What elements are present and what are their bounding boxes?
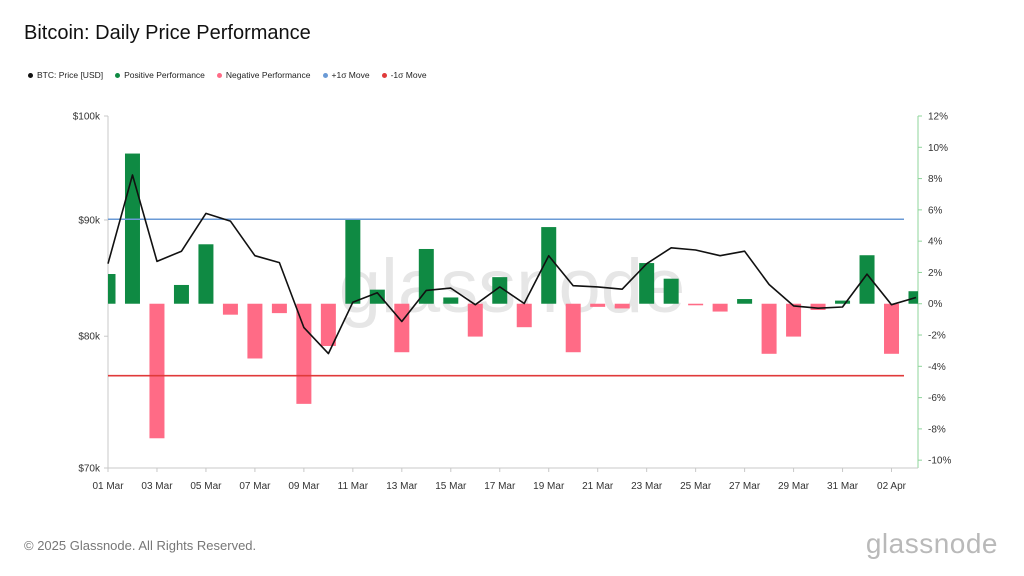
negative-performance-bar	[688, 303, 704, 306]
negative-performance-bar	[222, 303, 238, 315]
perf-tick-label: 10%	[928, 143, 948, 154]
negative-performance-bar	[761, 303, 777, 354]
btc-price-line	[107, 174, 917, 355]
perf-tick-label: 4%	[928, 237, 943, 248]
positive-performance-bar	[345, 219, 361, 304]
positive-performance-bar	[859, 255, 875, 304]
negative-performance-bar	[394, 303, 410, 353]
perf-tick-label: 6%	[928, 205, 943, 216]
positive-performance-bar	[492, 277, 508, 304]
negative-performance-bar	[590, 303, 606, 307]
positive-performance-bar	[418, 248, 434, 304]
positive-performance-bar	[663, 278, 679, 304]
negative-performance-bar	[149, 303, 165, 439]
negative-performance-bar	[467, 303, 483, 337]
legend-label-minus-sigma: -1σ Move	[390, 70, 427, 80]
x-tick-label: 02 Apr	[877, 481, 907, 492]
price-tick-label: $70k	[78, 464, 101, 475]
perf-tick-label: -8%	[928, 424, 946, 435]
perf-tick-label: -6%	[928, 393, 946, 404]
price-tick-label: $80k	[78, 332, 101, 343]
legend-label-price: BTC: Price [USD]	[37, 70, 104, 80]
x-tick-label: 07 Mar	[239, 481, 271, 492]
legend-item-negative[interactable]: Negative Performance	[216, 70, 311, 80]
perf-tick-label: 12%	[928, 112, 948, 123]
negative-performance-bar	[271, 303, 287, 314]
negative-performance-bar	[247, 303, 263, 359]
copyright-footer: © 2025 Glassnode. All Rights Reserved.	[24, 538, 257, 553]
x-tick-label: 29 Mar	[778, 481, 810, 492]
negative-performance-bar	[320, 303, 336, 346]
x-tick-label: 17 Mar	[484, 481, 516, 492]
perf-tick-label: -2%	[928, 331, 946, 342]
positive-performance-bar	[443, 297, 459, 304]
perf-tick-label: 8%	[928, 174, 943, 185]
negative-performance-bar	[810, 303, 826, 310]
x-tick-label: 09 Mar	[288, 481, 320, 492]
watermark-text: glassnode	[339, 244, 686, 329]
positive-performance-bar	[108, 274, 116, 304]
legend-label-plus-sigma: +1σ Move	[331, 70, 370, 80]
x-tick-label: 31 Mar	[827, 481, 859, 492]
chart-title: Bitcoin: Daily Price Performance	[24, 22, 311, 44]
perf-tick-label: 2%	[928, 268, 943, 279]
positive-performance-bar	[198, 244, 214, 304]
legend-item-minus-sigma[interactable]: -1σ Move	[381, 70, 427, 80]
x-tick-label: 01 Mar	[92, 481, 124, 492]
legend-label-positive: Positive Performance	[124, 70, 205, 80]
x-tick-label: 13 Mar	[386, 481, 418, 492]
negative-performance-bar	[516, 303, 532, 328]
negative-performance-bar	[565, 303, 581, 353]
brand-logo-text: glassnode	[865, 528, 998, 559]
perf-tick-label: -4%	[928, 362, 946, 373]
positive-performance-bar	[639, 263, 655, 304]
x-tick-label: 27 Mar	[729, 481, 761, 492]
legend-dot-plus-sigma	[322, 72, 328, 78]
x-tick-label: 23 Mar	[631, 481, 663, 492]
positive-performance-bar	[541, 227, 557, 304]
legend-item-price[interactable]: BTC: Price [USD]	[28, 70, 103, 80]
x-tick-label: 19 Mar	[533, 481, 565, 492]
legend-label-negative: Negative Performance	[225, 70, 311, 80]
negative-performance-bar	[614, 303, 630, 309]
perf-tick-label: 0%	[928, 299, 943, 310]
perf-tick-label: -10%	[928, 456, 951, 467]
price-tick-label: $90k	[78, 215, 101, 226]
negative-performance-bar	[712, 303, 728, 312]
x-tick-label: 11 Mar	[338, 481, 369, 492]
negative-performance-bar	[884, 303, 900, 354]
legend-dot-negative	[216, 72, 222, 78]
negative-performance-bar	[296, 303, 312, 404]
price-tick-label: $100k	[73, 112, 101, 123]
legend-item-plus-sigma[interactable]: +1σ Move	[322, 70, 370, 80]
positive-performance-bar	[173, 284, 189, 304]
positive-performance-bar	[737, 299, 753, 304]
legend-dot-positive	[115, 72, 121, 78]
x-tick-label: 21 Mar	[582, 481, 614, 492]
x-tick-label: 15 Mar	[435, 481, 467, 492]
positive-performance-bar	[369, 289, 385, 304]
legend: BTC: Price [USD] Positive Performance Ne…	[28, 70, 427, 80]
x-tick-label: 25 Mar	[680, 481, 712, 492]
legend-item-positive[interactable]: Positive Performance	[115, 70, 205, 80]
negative-performance-bar	[786, 303, 802, 337]
legend-dot-minus-sigma	[381, 72, 387, 78]
legend-dot-price	[28, 72, 33, 78]
positive-performance-bar	[835, 300, 851, 304]
x-tick-label: 03 Mar	[141, 481, 173, 492]
x-tick-label: 05 Mar	[190, 481, 222, 492]
